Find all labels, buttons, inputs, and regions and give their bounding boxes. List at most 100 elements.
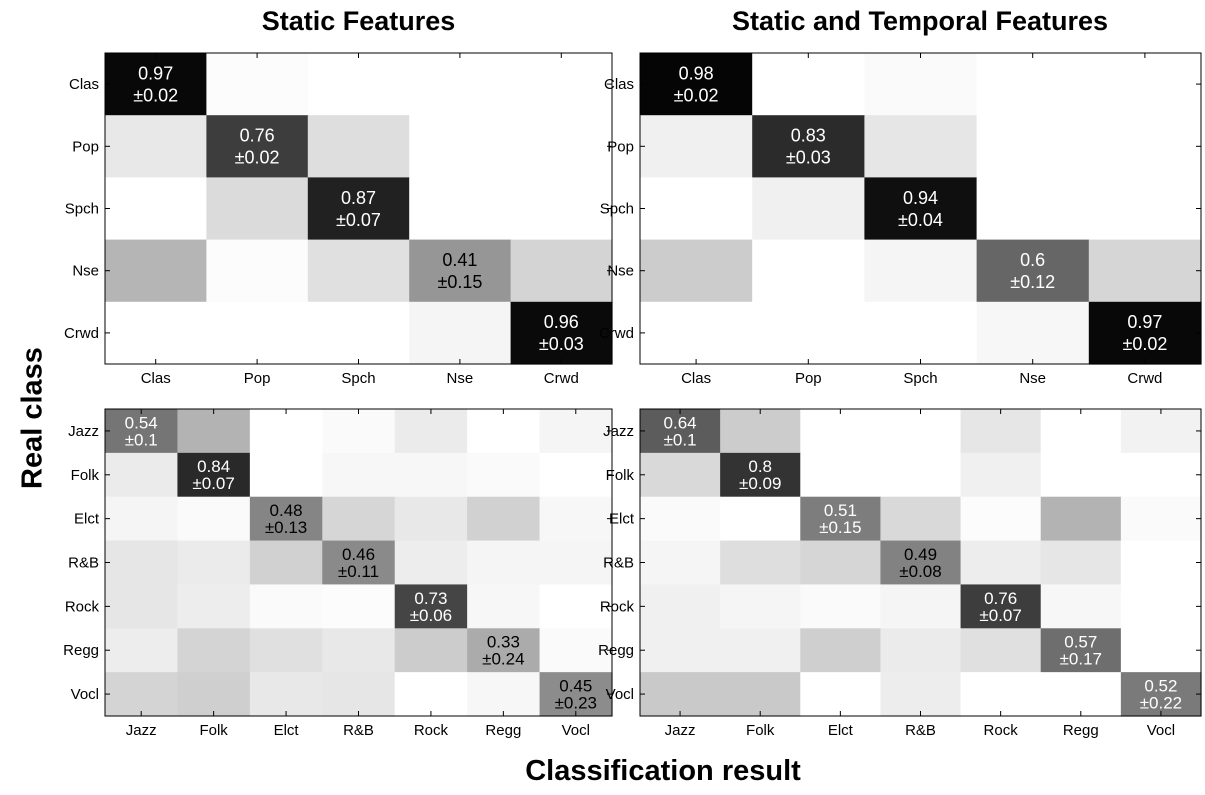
heatmap-cell xyxy=(249,452,323,498)
heatmap-cell xyxy=(249,584,323,629)
heatmap-cell xyxy=(1088,239,1202,303)
heatmap-cell xyxy=(409,53,512,116)
heatmap-cell xyxy=(206,239,309,303)
heatmap-cell xyxy=(105,496,179,542)
heatmap-cell xyxy=(467,452,541,498)
heatmap-cell xyxy=(800,584,882,629)
heatmap-cell xyxy=(105,672,179,717)
heatmap-cell xyxy=(467,672,541,717)
heatmap-cell xyxy=(960,540,1042,586)
diagonal-value-label: 0.76 ±0.07 xyxy=(979,589,1021,625)
heatmap-cell xyxy=(800,628,882,673)
diagonal-value-label: 0.49 ±0.08 xyxy=(899,545,941,581)
heatmap-cell xyxy=(640,177,753,241)
heatmap-cell xyxy=(1088,301,1202,365)
diagonal-value-label: 0.73 ±0.06 xyxy=(410,589,452,625)
heatmap-cell xyxy=(105,177,207,241)
heatmap-cell xyxy=(976,115,1090,178)
title-static-features: Static Features xyxy=(261,6,456,36)
heatmap-cell xyxy=(1040,584,1122,629)
heatmap-cell xyxy=(864,53,978,116)
heatmap-cell xyxy=(1120,672,1202,717)
heatmap-cell xyxy=(752,53,865,116)
diagonal-value-label: 0.33 ±0.24 xyxy=(482,633,524,669)
heatmap-cell xyxy=(322,672,396,717)
x-tick-label: Vocl xyxy=(562,722,590,739)
heatmap-cell xyxy=(880,452,962,498)
heatmap-cell xyxy=(880,672,962,717)
y-tick-label: Pop xyxy=(607,138,634,155)
heatmap-cell xyxy=(1040,496,1122,542)
heatmap-cell xyxy=(307,53,410,116)
heatmap-cell xyxy=(409,301,512,365)
heatmap-cell xyxy=(177,496,251,542)
heatmap-cell xyxy=(510,115,613,178)
heatmap-cell xyxy=(720,540,801,586)
x-axis-label: Classification result xyxy=(525,755,801,787)
heatmap-cell xyxy=(206,115,309,178)
heatmap-cell xyxy=(640,301,753,365)
heatmap-cell xyxy=(640,53,753,116)
heatmap-cell xyxy=(976,239,1090,303)
y-tick-label: Rock xyxy=(600,598,635,615)
heatmap-cell xyxy=(177,540,251,586)
x-tick-label: Vocl xyxy=(1147,722,1175,739)
y-tick-label: Spch xyxy=(65,201,99,218)
y-tick-label: Regg xyxy=(63,642,99,659)
x-tick-label: Jazz xyxy=(126,722,157,739)
diagonal-value-label: 0.96 ±0.03 xyxy=(539,312,584,354)
heatmap-cell xyxy=(249,496,323,542)
y-tick-label: Rock xyxy=(65,598,100,615)
heatmap-cell xyxy=(510,177,613,241)
y-tick-label: Elct xyxy=(74,511,100,528)
diagonal-value-label: 0.6 ±0.12 xyxy=(1010,250,1055,292)
heatmap-cell xyxy=(640,239,753,303)
heatmap-cell xyxy=(307,177,410,241)
diagonal-value-label: 0.94 ±0.04 xyxy=(898,188,943,230)
x-tick-label: Jazz xyxy=(665,722,696,739)
heatmap-cell xyxy=(1040,672,1122,717)
heatmap-cell xyxy=(322,452,396,498)
diagonal-value-label: 0.76 ±0.02 xyxy=(235,126,280,168)
heatmap-cell xyxy=(177,672,251,717)
heatmap-cell xyxy=(1088,115,1202,178)
heatmap-cell xyxy=(322,496,396,542)
heatmap-cell xyxy=(880,584,962,629)
x-tick-label: Pop xyxy=(795,370,822,387)
heatmap-cell xyxy=(960,584,1042,629)
diagonal-value-label: 0.57 ±0.17 xyxy=(1060,633,1102,669)
heatmap-cell xyxy=(105,628,179,673)
heatmap-cell xyxy=(752,239,865,303)
diagonal-value-label: 0.52 ±0.22 xyxy=(1140,677,1182,713)
y-tick-label: Folk xyxy=(71,467,100,484)
heatmap-cell xyxy=(976,177,1090,241)
diagonal-value-label: 0.8 ±0.09 xyxy=(739,457,781,493)
diagonal-value-label: 0.83 ±0.03 xyxy=(786,126,831,168)
y-tick-label: Vocl xyxy=(606,686,634,703)
x-tick-label: Crwd xyxy=(1127,370,1162,387)
heatmap-cell xyxy=(720,628,801,673)
heatmap-cell xyxy=(960,452,1042,498)
y-tick-label: Crwd xyxy=(64,325,99,342)
heatmap-cell xyxy=(880,409,962,454)
heatmap-cell xyxy=(307,239,410,303)
heatmap-cell xyxy=(177,584,251,629)
heatmap-cell xyxy=(409,115,512,178)
diagonal-value-label: 0.54 ±0.1 xyxy=(125,413,158,449)
diagonal-value-label: 0.51 ±0.15 xyxy=(819,501,861,537)
heatmap-cell xyxy=(105,53,207,116)
heatmap-cell xyxy=(1120,409,1202,454)
heatmap-panel-4: Jazz Folk Elct R&B Rock Regg Vocl Jazz Folk Elct R… xyxy=(598,408,1202,739)
heatmap-cell xyxy=(510,301,613,365)
diagonal-value-label: 0.97 ±0.02 xyxy=(133,63,178,105)
heatmap-cell xyxy=(1120,540,1202,586)
y-tick-label: Regg xyxy=(598,642,634,659)
x-tick-label: Clas xyxy=(141,370,171,387)
heatmap-cell xyxy=(467,628,541,673)
heatmap-cell xyxy=(539,452,613,498)
heatmap-cell xyxy=(960,672,1042,717)
x-tick-label: Elct xyxy=(828,722,854,739)
heatmap-cell xyxy=(720,672,801,717)
y-tick-label: Nse xyxy=(72,263,99,280)
